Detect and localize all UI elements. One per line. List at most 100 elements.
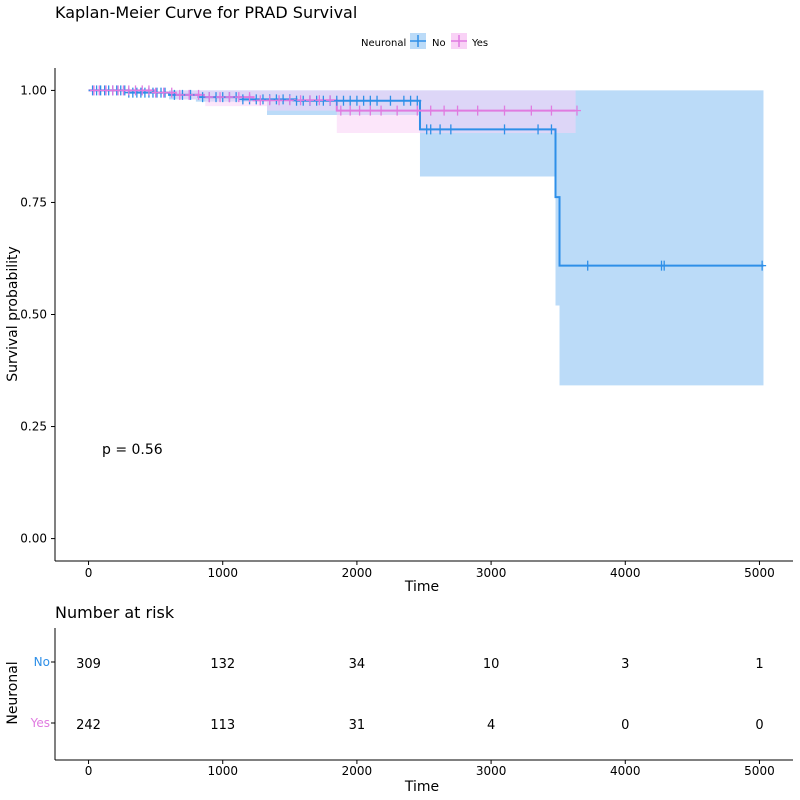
censor-mark-no xyxy=(198,92,207,103)
risk-count-yes: 0 xyxy=(621,718,629,733)
censor-mark-yes xyxy=(151,87,160,98)
censor-mark-yes xyxy=(175,89,184,100)
censor-mark-yes xyxy=(440,105,449,116)
survival-plot: 0.00 0.25 0.50 0.75 1.00 0 1000 2000 3000 4000 50… xyxy=(5,68,793,595)
censor-mark-yes xyxy=(101,85,110,96)
censor-mark-no xyxy=(366,95,375,106)
censor-mark-yes xyxy=(305,95,314,106)
risk-x-tick-label: 1000 xyxy=(207,764,238,778)
x-tick-label: 2000 xyxy=(342,566,373,580)
censor-mark-no xyxy=(352,95,361,106)
censor-mark-no xyxy=(660,260,669,271)
censor-mark-yes xyxy=(95,85,104,96)
censor-mark-yes xyxy=(245,92,254,103)
censor-mark-yes xyxy=(194,89,203,100)
censor-mark-no xyxy=(436,124,445,135)
risk-count-yes: 242 xyxy=(76,718,101,733)
confidence-bands xyxy=(88,90,764,386)
confidence-band-no xyxy=(88,90,764,386)
risk-count-no: 34 xyxy=(349,657,366,672)
censor-mark-yes xyxy=(527,105,536,116)
risk-x-tick-label: 2000 xyxy=(342,764,373,778)
censor-mark-yes xyxy=(453,105,462,116)
y-tick-label: 0.00 xyxy=(20,532,47,546)
censor-mark-yes xyxy=(547,105,556,116)
censor-mark-yes xyxy=(355,105,364,116)
censor-mark-yes xyxy=(473,105,482,116)
censor-mark-no xyxy=(359,95,368,106)
risk-count-yes: 31 xyxy=(349,718,366,733)
risk-count-no: 1 xyxy=(755,657,763,672)
censor-mark-no xyxy=(399,95,408,106)
risk-count-yes: 113 xyxy=(210,718,235,733)
x-axis-ticks: 0 1000 2000 3000 4000 5000 xyxy=(85,561,775,580)
censor-marks xyxy=(88,85,767,271)
censor-mark-yes xyxy=(413,105,422,116)
risk-count-no: 132 xyxy=(210,657,235,672)
x-tick-label: 0 xyxy=(85,566,93,580)
risk-x-tick-label: 3000 xyxy=(476,764,507,778)
censor-mark-yes xyxy=(144,85,153,96)
censor-mark-no xyxy=(583,260,592,271)
censor-mark-yes xyxy=(265,95,274,106)
censor-mark-yes xyxy=(185,89,194,100)
legend: Neuronal No Yes xyxy=(361,33,488,49)
censor-mark-yes xyxy=(315,95,324,106)
censor-mark-no xyxy=(279,94,288,105)
censor-mark-no xyxy=(238,94,247,105)
censor-mark-yes xyxy=(124,85,133,96)
censor-mark-yes xyxy=(216,92,225,103)
y-tick-label: 1.00 xyxy=(20,83,47,97)
x-tick-label: 4000 xyxy=(610,566,641,580)
censor-mark-no xyxy=(332,95,341,106)
y-tick-label: 0.25 xyxy=(20,420,47,434)
risk-y-axis-label: Neuronal xyxy=(5,661,21,724)
censor-mark-yes xyxy=(377,105,386,116)
risk-count-no: 309 xyxy=(76,657,101,672)
y-axis-label: Survival probability xyxy=(5,246,21,382)
p-value-annotation: p = 0.56 xyxy=(102,442,163,458)
censor-mark-no xyxy=(547,124,556,135)
censor-mark-yes xyxy=(326,95,335,106)
legend-title: Neuronal xyxy=(361,38,406,49)
censor-mark-yes xyxy=(296,95,305,106)
censor-mark-yes xyxy=(167,87,176,98)
censor-mark-no xyxy=(373,95,382,106)
risk-count-yes: 0 xyxy=(755,718,763,733)
censor-mark-yes xyxy=(366,105,375,116)
risk-table-title: Number at risk xyxy=(55,603,175,622)
censor-mark-yes xyxy=(336,105,345,116)
censor-mark-yes xyxy=(131,85,140,96)
censor-mark-no xyxy=(406,95,415,106)
chart-title: Kaplan-Meier Curve for PRAD Survival xyxy=(55,3,357,22)
risk-row-label-no: No xyxy=(34,655,50,669)
censor-mark-no xyxy=(758,260,767,271)
censor-mark-yes xyxy=(138,85,147,96)
risk-x-tick-label: 0 xyxy=(85,764,93,778)
censor-mark-yes xyxy=(500,105,509,116)
y-axis-ticks: 0.00 0.25 0.50 0.75 1.00 xyxy=(20,83,55,546)
censor-mark-no xyxy=(534,124,543,135)
censor-mark-yes xyxy=(275,95,284,106)
legend-entry-no: No xyxy=(410,33,446,49)
y-tick-label: 0.75 xyxy=(20,195,47,209)
x-tick-label: 3000 xyxy=(476,566,507,580)
legend-label-yes: Yes xyxy=(471,38,488,49)
legend-entry-yes: Yes xyxy=(451,33,488,49)
confidence-band-yes xyxy=(88,90,576,133)
censor-mark-yes xyxy=(234,92,243,103)
x-tick-label: 5000 xyxy=(744,566,775,580)
censor-mark-no xyxy=(446,124,455,135)
censor-mark-no xyxy=(386,95,395,106)
risk-x-axis-label: Time xyxy=(404,779,439,795)
censor-mark-yes xyxy=(393,105,402,116)
x-tick-label: 1000 xyxy=(207,566,238,580)
legend-label-no: No xyxy=(432,38,446,49)
censor-mark-no xyxy=(339,95,348,106)
censor-mark-yes xyxy=(159,87,168,98)
risk-x-tick-label: 4000 xyxy=(610,764,641,778)
risk-count-yes: 4 xyxy=(487,718,495,733)
